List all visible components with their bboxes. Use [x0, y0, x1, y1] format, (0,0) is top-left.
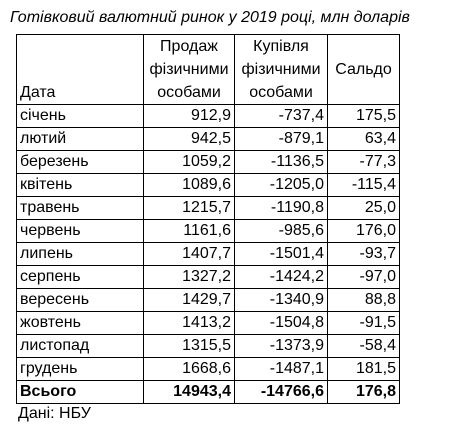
header-purchases-line: Купівля	[253, 38, 309, 55]
header-row: Дата Продаж фізичними особами Купівля фі…	[16, 34, 400, 105]
sales-cell: 1059,2	[143, 150, 235, 174]
purchases-cell: -1373,9	[234, 334, 328, 358]
sales-cell: 1407,7	[143, 242, 235, 266]
table-row: березень 1059,2 -1136,5 -77,3	[16, 150, 400, 174]
balance-cell: 175,5	[327, 104, 400, 128]
table-row: серпень 1327,2 -1424,2 -97,0	[16, 265, 400, 289]
sales-cell: 1215,7	[143, 196, 235, 220]
purchases-cell: -1340,9	[234, 288, 328, 312]
header-balance-label: Сальдо	[335, 61, 392, 78]
header-purchases-line: фізичними	[241, 61, 321, 78]
month-cell: грудень	[16, 357, 144, 381]
month-cell: червень	[16, 219, 144, 243]
purchases-cell: -1205,0	[234, 173, 328, 197]
balance-cell: 181,5	[327, 357, 400, 381]
currency-market-table: Дата Продаж фізичними особами Купівля фі…	[16, 34, 400, 404]
sales-cell: 912,9	[143, 104, 235, 128]
month-cell: березень	[16, 150, 144, 174]
table-row: жовтень 1413,2 -1504,8 -91,5	[16, 311, 400, 335]
balance-cell: -91,5	[327, 311, 400, 335]
purchases-cell: -1501,4	[234, 242, 328, 266]
sales-cell: 1161,6	[143, 219, 235, 243]
purchases-cell: -985,6	[234, 219, 328, 243]
month-cell: січень	[16, 104, 144, 128]
balance-cell: -97,0	[327, 265, 400, 289]
total-balance: 176,8	[327, 380, 400, 404]
purchases-cell: -1136,5	[234, 150, 328, 174]
header-date: Дата	[16, 34, 144, 105]
month-cell: липень	[16, 242, 144, 266]
header-sales-line: Продаж	[160, 38, 218, 55]
month-cell: квітень	[16, 173, 144, 197]
month-cell: жовтень	[16, 311, 144, 335]
balance-cell: -115,4	[327, 173, 400, 197]
table-row: квітень 1089,6 -1205,0 -115,4	[16, 173, 400, 197]
balance-cell: 176,0	[327, 219, 400, 243]
balance-cell: 88,8	[327, 288, 400, 312]
header-sales-line: фізичними	[149, 61, 229, 78]
month-cell: вересень	[16, 288, 144, 312]
month-cell: травень	[16, 196, 144, 220]
table-row: липень 1407,7 -1501,4 -93,7	[16, 242, 400, 266]
table-title: Готівковий валютний ринок у 2019 році, м…	[10, 9, 410, 26]
table-row: грудень 1668,6 -1487,1 181,5	[16, 357, 400, 381]
total-purchases: -14766,6	[234, 380, 328, 404]
header-balance: Сальдо	[327, 34, 400, 105]
balance-cell: -77,3	[327, 150, 400, 174]
total-sales: 14943,4	[143, 380, 235, 404]
table-row: травень 1215,7 -1190,8 25,0	[16, 196, 400, 220]
table-row: січень 912,9 -737,4 175,5	[16, 104, 400, 128]
sales-cell: 1429,7	[143, 288, 235, 312]
table-row: червень 1161,6 -985,6 176,0	[16, 219, 400, 243]
header-purchases-line: особами	[249, 84, 313, 101]
purchases-cell: -1190,8	[234, 196, 328, 220]
table-row: лютий 942,5 -879,1 63,4	[16, 127, 400, 151]
month-cell: лютий	[16, 127, 144, 151]
balance-cell: -93,7	[327, 242, 400, 266]
table-row: вересень 1429,7 -1340,9 88,8	[16, 288, 400, 312]
purchases-cell: -737,4	[234, 104, 328, 128]
balance-cell: -58,4	[327, 334, 400, 358]
sales-cell: 1315,5	[143, 334, 235, 358]
sales-cell: 1668,6	[143, 357, 235, 381]
sales-cell: 942,5	[143, 127, 235, 151]
sales-cell: 1327,2	[143, 265, 235, 289]
table-header: Дата Продаж фізичними особами Купівля фі…	[16, 34, 400, 105]
purchases-cell: -1487,1	[234, 357, 328, 381]
sales-cell: 1413,2	[143, 311, 235, 335]
header-sales-line: особами	[157, 84, 221, 101]
header-purchases: Купівля фізичними особами	[234, 34, 328, 105]
total-row: Всього 14943,4 -14766,6 176,8	[16, 380, 400, 404]
data-source-note: Дані: НБУ	[18, 405, 91, 422]
table-row: листопад 1315,5 -1373,9 -58,4	[16, 334, 400, 358]
sales-cell: 1089,6	[143, 173, 235, 197]
header-sales: Продаж фізичними особами	[143, 34, 235, 105]
purchases-cell: -1424,2	[234, 265, 328, 289]
purchases-cell: -879,1	[234, 127, 328, 151]
table-body: січень 912,9 -737,4 175,5 лютий 942,5 -8…	[16, 104, 400, 404]
total-label: Всього	[16, 380, 144, 404]
month-cell: листопад	[16, 334, 144, 358]
balance-cell: 25,0	[327, 196, 400, 220]
balance-cell: 63,4	[327, 127, 400, 151]
purchases-cell: -1504,8	[234, 311, 328, 335]
month-cell: серпень	[16, 265, 144, 289]
